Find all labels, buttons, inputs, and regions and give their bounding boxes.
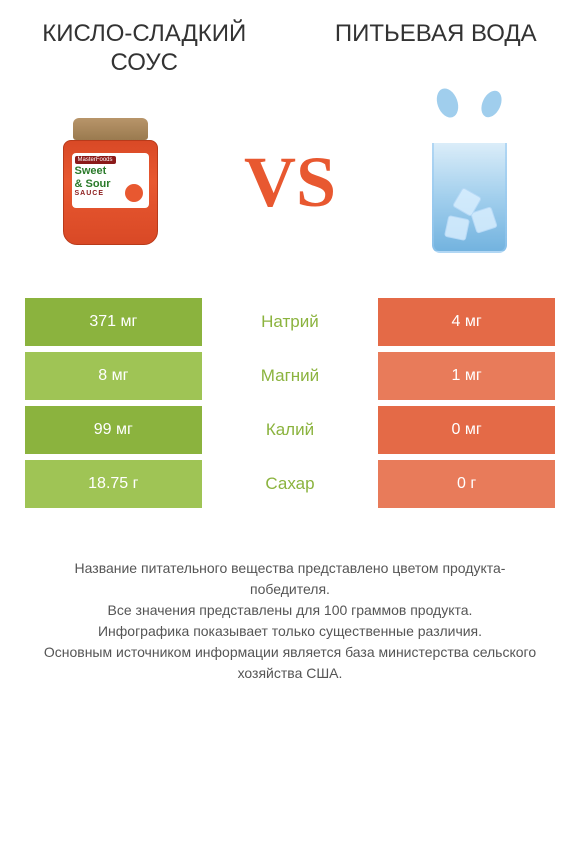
nutrient-label: Калий [202, 406, 379, 454]
footer-line: Все значения представлены для 100 граммо… [35, 600, 545, 621]
nutrient-label: Магний [202, 352, 379, 400]
right-value: 1 мг [378, 352, 555, 400]
water-glass-icon [425, 113, 515, 253]
table-row: 18.75 гСахар0 г [25, 460, 555, 508]
nutrient-label: Натрий [202, 298, 379, 346]
table-row: 8 мгМагний1 мг [25, 352, 555, 400]
vs-text: VS [244, 141, 336, 224]
right-product-image [405, 108, 535, 258]
left-value: 99 мг [25, 406, 202, 454]
jar-title1: Sweet [75, 166, 146, 177]
right-product-title: ПИТЬЕВАЯ ВОДА [317, 20, 556, 78]
jar-icon: MasterFoods Sweet & Sour SAUCE [60, 118, 160, 248]
left-value: 18.75 г [25, 460, 202, 508]
left-product-title: КИСЛО-СЛАДКИЙ СОУС [25, 20, 264, 78]
right-value: 0 г [378, 460, 555, 508]
comparison-table: 371 мгНатрий4 мг 8 мгМагний1 мг 99 мгКалий… [25, 298, 555, 508]
footer-line: Название питательного вещества представл… [35, 558, 545, 600]
jar-brand: MasterFoods [75, 156, 116, 164]
nutrient-label: Сахар [202, 460, 379, 508]
footer-text: Название питательного вещества представл… [25, 558, 555, 684]
footer-line: Инфографика показывает только существенн… [35, 621, 545, 642]
left-product-image: MasterFoods Sweet & Sour SAUCE [45, 108, 175, 258]
left-value: 8 мг [25, 352, 202, 400]
right-value: 0 мг [378, 406, 555, 454]
images-row: MasterFoods Sweet & Sour SAUCE VS [25, 108, 555, 258]
headers-row: КИСЛО-СЛАДКИЙ СОУС ПИТЬЕВАЯ ВОДА [25, 20, 555, 78]
table-row: 99 мгКалий0 мг [25, 406, 555, 454]
table-row: 371 мгНатрий4 мг [25, 298, 555, 346]
left-value: 371 мг [25, 298, 202, 346]
right-value: 4 мг [378, 298, 555, 346]
footer-line: Основным источником информации является … [35, 642, 545, 684]
